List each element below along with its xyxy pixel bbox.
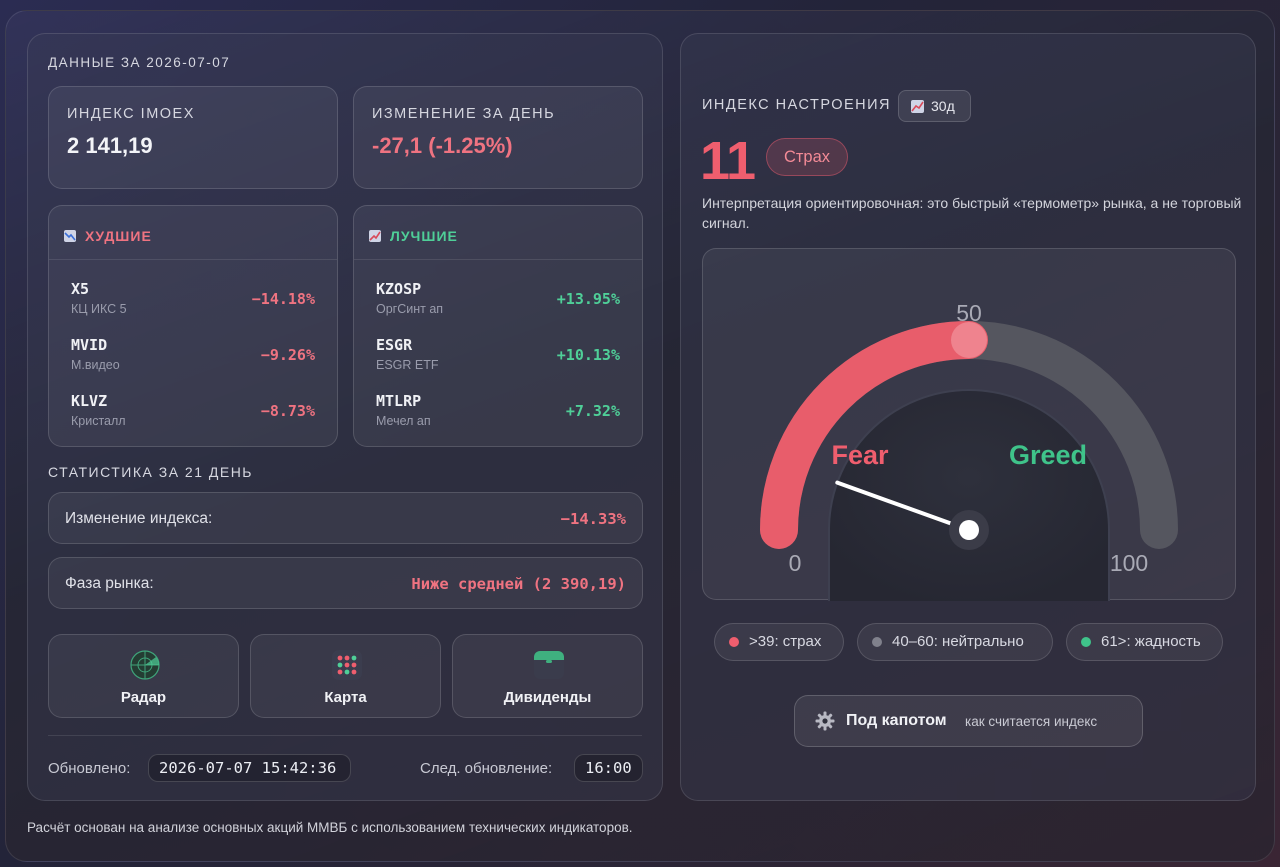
map-button[interactable]: Карта [250,634,441,718]
gear-icon [815,711,835,731]
change-percent: +13.95% [556,290,620,308]
divider [48,735,642,736]
market-data-panel: ДАННЫЕ ЗА 2026-07-07 ИНДЕКС IMOEX 2 141,… [27,33,663,801]
ticker: KLVZ [71,392,108,410]
index-value: 2 141,19 [67,133,153,158]
change-percent: +10.13% [556,346,620,364]
change-percent: −14.18% [251,290,315,308]
stat-market-phase: Фаза рынка: Ниже средней (2 390,19) [48,557,643,609]
index-card: ИНДЕКС IMOEX 2 141,19 [48,86,338,189]
best-movers-card: ЛУЧШИЕ KZOSP ОргСинт ап +13.95% ESGR ESG… [353,205,643,447]
company-name: Кристалл [71,414,126,428]
best-row[interactable]: ESGR ESGR ETF +10.13% [376,336,620,380]
updated-label: Обновлено: [48,760,131,777]
company-name: КЦ ИКС 5 [71,302,127,316]
dividends-button[interactable]: Дивиденды [452,634,643,718]
gauge-label-min: 0 [789,550,802,576]
gauge-label-max: 100 [1110,550,1148,576]
gauge-fill-arc [760,321,988,549]
radar-button[interactable]: Радар [48,634,239,718]
next-update-label: След. обновление: [420,760,553,777]
gauge-label-mid: 50 [956,300,982,326]
mood-badge: Страх [766,138,848,176]
sentiment-title: ИНДЕКС НАСТРОЕНИЯ [702,97,892,113]
under-the-hood-button[interactable]: Под капотом как считается индекс [794,695,1143,747]
day-change-label: ИЗМЕНЕНИЕ ЗА ДЕНЬ [372,106,556,122]
index-label: ИНДЕКС IMOEX [67,106,195,122]
stat-market-phase-label: Фаза рынка: [65,575,154,592]
gauge-label-fear: Fear [831,440,889,470]
grid-map-icon [332,650,362,680]
ticker: MVID [71,336,108,354]
company-name: ESGR ETF [376,358,439,372]
gauge-label-greed: Greed [1009,440,1087,470]
methodology-note: Расчёт основан на анализе основных акций… [27,820,633,835]
ticker: MTLRP [376,392,422,410]
stat-index-change: Изменение индекса: −14.33% [48,492,643,544]
gauge-dial [828,389,1110,601]
legend-neutral: 40–60: нейтрально [857,623,1053,661]
legend-greed-label: 61>: жадность [1101,633,1201,650]
change-percent: −8.73% [260,402,315,420]
worst-movers-header: ХУДШИЕ [49,206,337,260]
legend-dot [1081,637,1091,647]
sentiment-gauge: 0 50 100 Fear Greed [702,248,1236,601]
updated-timestamp: 2026-07-07 15:42:36 [148,754,351,782]
change-percent: −9.26% [260,346,315,364]
period-button[interactable]: 30д [898,90,971,122]
best-movers-title: ЛУЧШИЕ [390,228,458,244]
best-row[interactable]: MTLRP Мечел ап +7.32% [376,392,620,436]
chart-down-icon [64,230,76,242]
map-label: Карта [324,689,367,706]
sentiment-score: 11 [700,131,756,191]
legend-dot [872,637,882,647]
stat-market-phase-value: Ниже средней (2 390,19) [411,575,626,593]
dividends-label: Дивиденды [503,689,592,706]
best-row[interactable]: KZOSP ОргСинт ап +13.95% [376,280,620,324]
worst-movers-title: ХУДШИЕ [85,228,152,244]
legend-greed: 61>: жадность [1066,623,1223,661]
next-update-time: 16:00 [574,754,643,782]
worst-row[interactable]: MVID М.видео −9.26% [71,336,315,380]
worst-row[interactable]: KLVZ Кристалл −8.73% [71,392,315,436]
worst-movers-card: ХУДШИЕ X5 КЦ ИКС 5 −14.18% MVID М.видео … [48,205,338,447]
under-the-hood-subtitle: как считается индекс [965,714,1098,729]
date-label: ДАННЫЕ ЗА 2026-07-07 [48,55,231,70]
day-change-card: ИЗМЕНЕНИЕ ЗА ДЕНЬ -27,1 (-1.25%) [353,86,643,189]
legend-dot [729,637,739,647]
ticker: X5 [71,280,90,298]
ticker: KZOSP [376,280,422,298]
chart-up-icon [911,100,924,113]
stat-index-change-value: −14.33% [560,510,626,528]
ticker: ESGR [376,336,413,354]
company-name: ОргСинт ап [376,302,444,316]
radar-icon [130,650,160,680]
chart-up-icon [369,230,381,242]
radar-label: Радар [120,689,167,706]
company-name: М.видео [71,358,120,372]
legend-fear-label: >39: страх [749,633,822,650]
under-the-hood-title: Под капотом [846,712,947,729]
calendar-icon [534,651,564,679]
company-name: Мечел ап [376,414,431,428]
stats-label: СТАТИСТИКА ЗА 21 ДЕНЬ [48,464,253,480]
worst-row[interactable]: X5 КЦ ИКС 5 −14.18% [71,280,315,324]
period-label: 30д [931,98,955,114]
legend-neutral-label: 40–60: нейтрально [892,633,1024,650]
legend-fear: >39: страх [714,623,844,661]
interpretation-note: Интерпретация ориентировочная: это быстр… [702,195,1242,231]
gauge-midpoint-marker [951,322,987,358]
stat-index-change-label: Изменение индекса: [65,510,213,527]
sentiment-panel: ИНДЕКС НАСТРОЕНИЯ 30д 11 Страх Интерпрет… [680,33,1256,801]
day-change-value: -27,1 (-1.25%) [372,133,513,158]
change-percent: +7.32% [565,402,620,420]
gauge-needle [835,480,971,532]
gauge-hub-center [959,520,979,540]
best-movers-header: ЛУЧШИЕ [354,206,642,260]
